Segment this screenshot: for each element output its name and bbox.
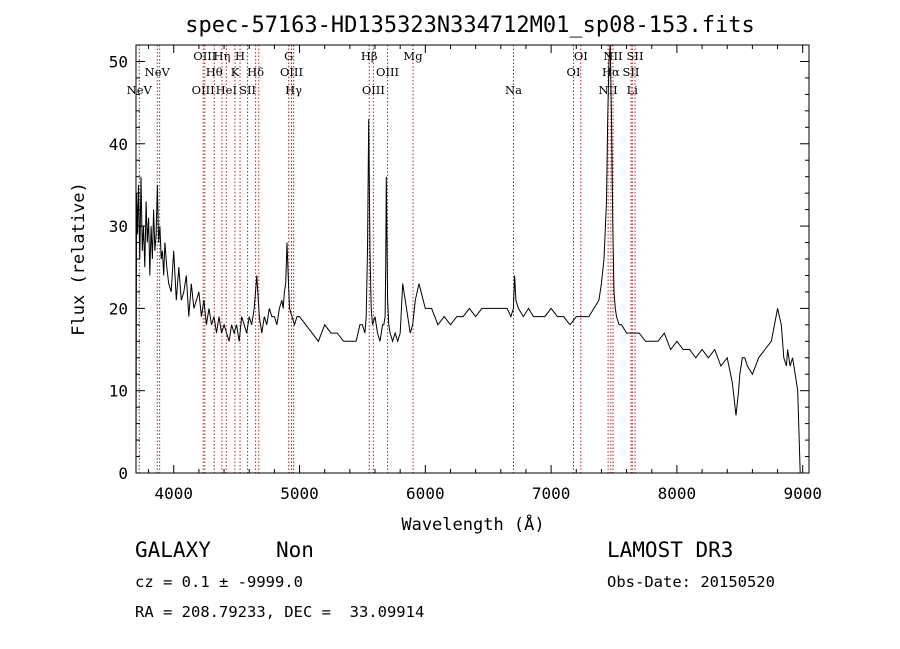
x-tick-label-3: 7000 (532, 484, 571, 503)
y-tick-label-2: 20 (109, 299, 128, 318)
emission-line-label-18: OIII (376, 65, 399, 79)
y-tick-label-0: 0 (118, 464, 128, 483)
emission-line-label-11: Hδ (247, 65, 264, 79)
spectrum-plot: spec-57163-HD135323N334712M01_sp08-153.f… (69, 13, 822, 535)
x-tick-label-4: 8000 (658, 484, 697, 503)
emission-line-label-10: SII (239, 83, 256, 97)
emission-line-label-23: NII (599, 83, 618, 97)
emission-line-label-15: Hγ (285, 83, 302, 97)
emission-line-label-16: Hβ (361, 49, 378, 63)
coordinates-text: RA = 208.79233, DEC = 33.09914 (135, 603, 425, 621)
survey-name: LAMOST DR3 (607, 538, 734, 562)
y-tick-label-5: 50 (109, 52, 128, 71)
emission-line-label-27: Li (627, 83, 639, 97)
emission-line-label-1: NeV (145, 65, 171, 79)
emission-line-label-25: NII (603, 49, 622, 63)
emission-line-label-8: K (231, 65, 240, 79)
emission-line-label-22: OI (574, 49, 588, 63)
emission-line-label-26: SII (623, 65, 640, 79)
x-tick-label-0: 4000 (154, 484, 193, 503)
emission-line-label-3: OIII (192, 83, 215, 97)
emission-line-label-17: OIII (362, 83, 385, 97)
spectrum-line (135, 44, 801, 474)
emission-line-label-0: NeV (127, 83, 153, 97)
emission-line-label-7: HeI (216, 83, 237, 97)
emission-line-label-14: OIII (280, 65, 303, 79)
emission-line-label-13: G (284, 49, 293, 63)
emission-line-label-21: OI (567, 65, 581, 79)
x-tick-label-2: 6000 (406, 484, 445, 503)
y-tick-label-3: 30 (109, 217, 128, 236)
y-tick-label-1: 10 (109, 382, 128, 401)
emission-line-label-28: SII (627, 49, 644, 63)
chart-title: spec-57163-HD135323N334712M01_sp08-153.f… (185, 13, 755, 38)
emission-line-label-19: Mg (403, 49, 423, 63)
obs-date: Obs-Date: 20150520 (607, 573, 775, 591)
emission-line-label-4: OIII (193, 49, 216, 63)
emission-line-labels: NeV NeV OIII OIII Hθ Hη HeI KH SII Hδ G OIII Hγ Hβ OII… (127, 49, 644, 97)
y-tick-label-4: 40 (109, 135, 128, 154)
emission-line-label-9: H (235, 49, 245, 63)
x-tick-label-1: 5000 (280, 484, 319, 503)
object-class: GALAXY (135, 538, 211, 562)
object-subclass: Non (276, 538, 314, 562)
y-axis-label: Flux (relative) (69, 182, 89, 336)
x-tick-label-5: 9000 (783, 484, 822, 503)
emission-line-label-24: Hα (602, 65, 620, 79)
emission-line-label-5: Hθ (206, 65, 223, 79)
axis-ticks: 4000 5000 6000 7000 8000 9000 0 10 20 30 40 50 (109, 45, 822, 503)
emission-line-label-6: Hη (213, 49, 230, 63)
emission-line-label-20: Na (505, 83, 522, 97)
redshift-text: cz = 0.1 ± -9999.0 (135, 573, 303, 591)
x-axis-label: Wavelength (Å) (401, 513, 544, 535)
plot-frame (135, 44, 810, 474)
